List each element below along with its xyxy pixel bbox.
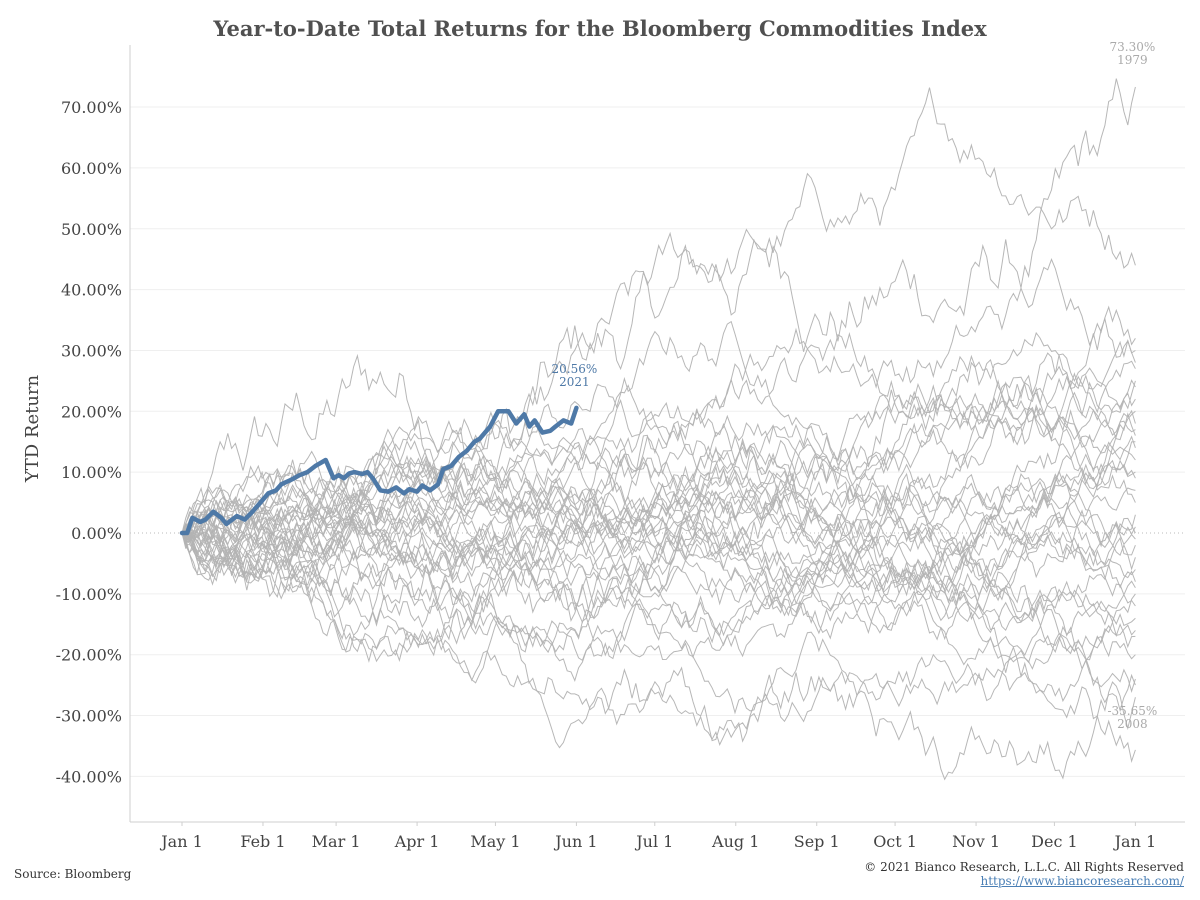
background-series-line <box>181 394 1136 654</box>
end-label-year-1979: 1979 <box>1117 53 1148 67</box>
background-series-line <box>181 532 1136 749</box>
y-tick-label: -20.00% <box>56 646 122 665</box>
background-series-line <box>181 397 1136 684</box>
background-series-line <box>181 420 1136 663</box>
y-tick-label: 40.00% <box>61 281 122 300</box>
background-series-line <box>181 439 1136 631</box>
background-series-line <box>181 473 1136 582</box>
highlight-series-line-2021 <box>179 405 579 536</box>
grid-lines <box>130 106 1185 777</box>
x-tick-label: Dec 1 <box>1031 832 1078 851</box>
background-series-line <box>181 479 1136 617</box>
y-tick-label: 20.00% <box>61 402 122 421</box>
x-tick-label: Oct 1 <box>873 832 917 851</box>
background-series-line <box>181 367 1136 570</box>
background-series-line <box>181 407 1136 565</box>
x-tick-label: Jan 1 <box>1113 832 1157 851</box>
end-label-year-2008: 2008 <box>1117 717 1148 731</box>
copyright-note: © 2021 Bianco Research, L.L.C. All Right… <box>864 860 1184 874</box>
background-series-line <box>181 331 1136 580</box>
background-series-line <box>181 526 1136 715</box>
website-link[interactable]: https://www.biancoresearch.com/ <box>980 874 1184 888</box>
x-tick-label: Sep 1 <box>794 832 840 851</box>
background-series-line <box>181 492 1136 594</box>
background-series-line <box>181 360 1136 534</box>
background-series-line <box>181 467 1136 658</box>
background-series-line <box>181 392 1136 562</box>
background-series-line <box>181 472 1136 624</box>
background-series-line <box>181 506 1136 662</box>
y-tick-label: 60.00% <box>61 159 122 178</box>
background-series-line <box>181 524 1136 781</box>
y-tick-label: -10.00% <box>56 585 122 604</box>
end-label-value-2008: -35.65% <box>1107 704 1157 718</box>
background-series-line <box>181 444 1136 713</box>
annotations: 20.56%2021 73.30%1979 -35.65%2008 <box>552 40 1158 731</box>
background-series-line <box>181 87 1136 575</box>
end-label-value-2021: 20.56% <box>552 362 598 376</box>
background-series-line <box>181 492 1136 641</box>
chart-title: Year-to-Date Total Returns for the Bloom… <box>213 16 987 41</box>
end-label-year-2021: 2021 <box>559 375 590 389</box>
x-tick-label: Jul 1 <box>634 832 673 851</box>
x-tick-label: Apr 1 <box>394 832 440 851</box>
x-tick-label: Aug 1 <box>711 832 759 851</box>
y-tick-label: 0.00% <box>71 524 122 543</box>
y-tick-label: -30.00% <box>56 707 122 726</box>
x-tick-label: Feb 1 <box>240 832 285 851</box>
source-note: Source: Bloomberg <box>14 867 132 881</box>
x-tick-label: Jun 1 <box>553 832 597 851</box>
y-axis-label: YTD Return <box>22 374 43 483</box>
background-series-line <box>181 462 1136 731</box>
background-series-line <box>181 459 1136 560</box>
x-tick-label: Nov 1 <box>952 832 1000 851</box>
x-tick-label: Mar 1 <box>312 832 361 851</box>
background-series-line <box>181 456 1136 671</box>
background-series-line <box>181 532 1136 661</box>
background-series-line <box>181 451 1136 604</box>
y-tick-label: 70.00% <box>61 98 122 117</box>
x-tick-label: May 1 <box>470 832 520 851</box>
y-tick-label: 50.00% <box>61 220 122 239</box>
end-label-value-1979: 73.30% <box>1110 40 1156 54</box>
background-series-line <box>181 78 1136 544</box>
highlight-series <box>179 405 579 536</box>
background-series-line <box>181 453 1136 670</box>
y-tick-label: 10.00% <box>61 463 122 482</box>
x-tick-label: Jan 1 <box>159 832 203 851</box>
background-series-line <box>181 426 1136 627</box>
y-tick-label: 30.00% <box>61 341 122 360</box>
y-tick-label: -40.00% <box>56 767 122 786</box>
background-series <box>181 78 1136 781</box>
axes: -40.00% -30.00% -20.00% -10.00% 0.00% 10.00% 2… <box>22 45 1185 851</box>
